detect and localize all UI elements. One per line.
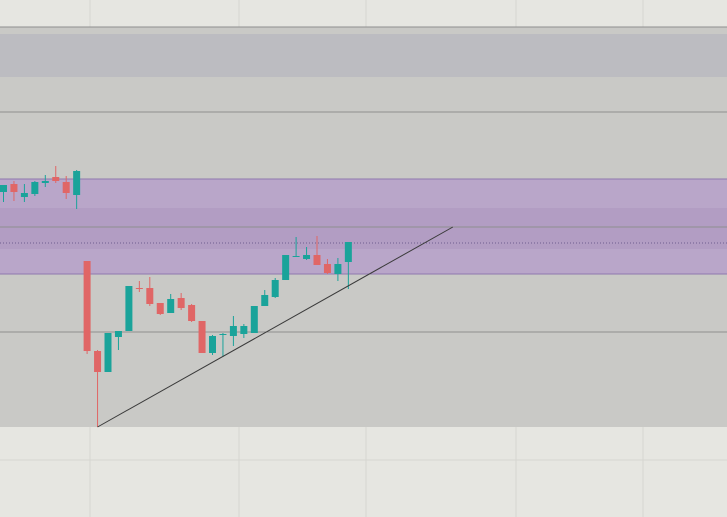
candle [41,175,49,187]
drawings [97,226,454,428]
candle [344,242,352,289]
candle-body [188,305,196,321]
candle-body [20,193,28,197]
candle [250,306,258,333]
candle [209,335,216,355]
candle [114,331,122,350]
candle-body [62,182,70,193]
candle [146,277,154,306]
upper-zone [0,34,727,77]
candle-body [31,182,39,194]
candle [282,255,290,280]
candles [0,166,352,427]
candle-body [156,303,164,314]
candle [52,166,60,183]
candle-body [73,171,81,195]
candle-body [282,255,290,280]
candle [62,176,70,199]
candle-body [344,242,352,262]
candle [188,304,196,322]
candle-body [0,185,7,192]
candle [94,350,102,427]
candle [31,181,39,196]
candle-body [114,331,122,337]
candle-body [303,255,311,259]
candle [261,290,269,306]
candle-body [209,336,216,353]
candle [104,333,112,372]
candle [156,303,164,315]
candle-body [313,255,321,265]
candle-body [167,299,175,313]
purple-zone-core [0,208,727,249]
candle [167,294,175,313]
candle [73,170,81,209]
trendline [97,226,454,428]
candle-body [198,321,206,353]
candle-body [94,351,102,372]
candle-body [146,288,154,304]
candle-body [292,256,300,257]
candle-body [323,264,331,273]
candle [313,236,321,265]
candle-body [52,177,60,181]
candle-body [10,184,18,192]
candle-body [177,298,185,308]
candle [303,247,311,260]
candle [83,261,91,354]
candle-body [135,288,143,289]
candle-body [125,286,133,331]
candle [10,181,18,201]
candle [0,185,7,202]
candle [271,278,279,298]
candle [125,286,133,331]
candle-body [83,261,91,351]
candle-body [240,326,248,334]
candle [135,281,143,292]
candle [292,237,300,257]
candle [20,184,28,202]
candle [177,293,185,310]
candle-body [229,326,237,336]
candle-body [271,280,279,297]
candle [229,316,237,346]
candle [219,333,227,357]
candle-body [41,181,49,183]
candle-body [261,295,269,306]
candle-body [250,306,258,333]
candle-body [104,333,112,372]
candle [323,259,331,274]
candle [240,324,248,338]
candle [334,258,342,281]
candle-body [219,334,227,335]
candle [198,321,206,353]
candle-body [334,264,342,274]
